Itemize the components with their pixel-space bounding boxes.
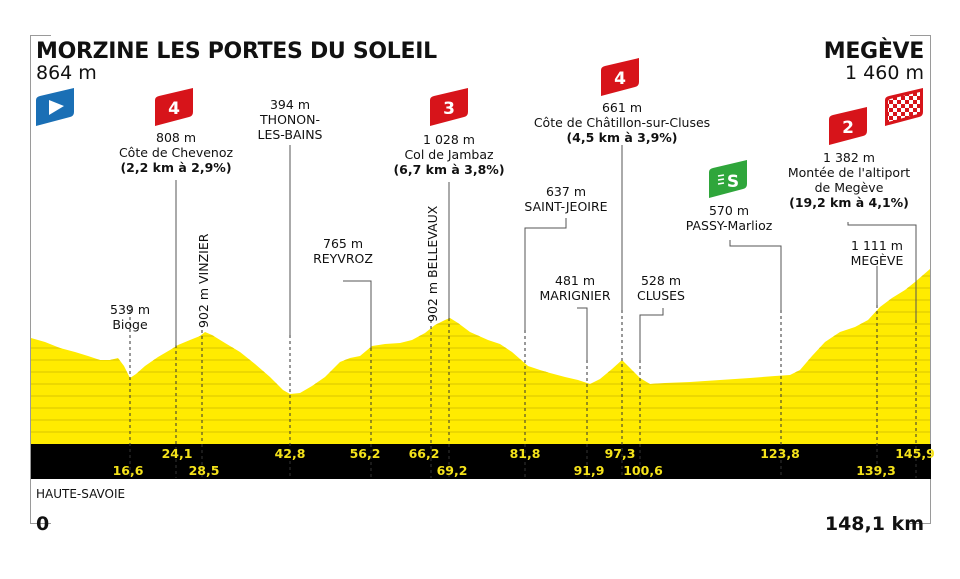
km-mark: 123,8: [760, 446, 800, 461]
km-mark: 42,8: [274, 446, 306, 461]
km-mark: 81,8: [509, 446, 541, 461]
svg-text:3: 3: [443, 99, 455, 119]
total-distance: 148,1 km: [824, 513, 924, 535]
svg-text:4: 4: [168, 99, 180, 119]
km-mark: 24,1: [161, 446, 193, 461]
label-megeve-town: 1 111 m MEGÈVE: [850, 238, 904, 268]
label-passy-marlioz: 570 m PASSY-Marlioz: [685, 203, 773, 233]
start-altitude: 864 m: [36, 62, 97, 84]
svg-text:2: 2: [842, 118, 854, 138]
sprint-badge-icon: S: [709, 160, 747, 198]
km-mark: 91,9: [573, 463, 605, 478]
region-label: HAUTE-SAVOIE: [36, 487, 126, 501]
climb-cat-4-badge-icon: 4: [601, 58, 639, 96]
start-town-title: MORZINE LES PORTES DU SOLEIL: [36, 39, 437, 64]
label-vinzier: 902 m VINZIER: [196, 233, 211, 328]
frame-corner-bottom-left: [30, 505, 51, 524]
label-bellevaux: 902 m BELLEVAUX: [425, 205, 440, 322]
frame-corner-top-right: [910, 35, 931, 506]
label-cluses: 528 m CLUSES: [637, 273, 685, 303]
label-col-de-jambaz: 1 028 m Col de Jambaz (6,7 km à 3,8%): [393, 132, 505, 177]
km-mark: 69,2: [436, 463, 468, 478]
label-reyvroz: 765 m REYVROZ: [313, 236, 373, 266]
start-flag-icon: [36, 88, 74, 126]
label-thonon-les-bains: 394 m THONON- LES-BAINS: [257, 97, 323, 142]
svg-text:4: 4: [614, 69, 626, 89]
climb-cat-3-badge-icon: 3: [430, 88, 468, 126]
finish-town-title: MEGÈVE: [823, 39, 925, 64]
frame-corner-bottom-right: [910, 505, 931, 524]
label-marignier: 481 m MARIGNIER: [539, 273, 611, 303]
km-mark: 16,6: [112, 463, 144, 478]
label-cote-de-chevenoz: 808 m Côte de Chevenoz (2,2 km à 2,9%): [118, 130, 234, 175]
profile-area: [31, 269, 930, 445]
climb-cat-2-badge-icon: 2: [829, 107, 867, 145]
km-mark: 56,2: [349, 446, 381, 461]
label-cote-de-chatillon-sur-cluses: 661 m Côte de Châtillon-sur-Cluses (4,5 km…: [533, 100, 711, 145]
label-montee-altiport-megeve: 1 382 m Montée de l'altiport de Megève (19,…: [787, 150, 911, 210]
label-bioge: 539 m Bioge: [109, 302, 151, 332]
finish-altitude: 1 460 m: [845, 62, 924, 84]
label-saint-jeoire: 637 m SAINT-JEOIRE: [524, 184, 608, 214]
km-mark: 66,2: [408, 446, 440, 461]
start-distance: 0: [36, 513, 50, 535]
frame-corner-top-left: [30, 35, 51, 506]
km-mark: 97,3: [604, 446, 636, 461]
km-mark: 28,5: [188, 463, 220, 478]
km-mark: 100,6: [623, 463, 663, 478]
climb-cat-4-badge-icon: 4: [155, 88, 193, 126]
finish-flag-icon: [885, 88, 923, 126]
svg-text:S: S: [727, 172, 739, 192]
km-mark: 145,9: [895, 446, 935, 461]
km-mark: 139,3: [856, 463, 896, 478]
